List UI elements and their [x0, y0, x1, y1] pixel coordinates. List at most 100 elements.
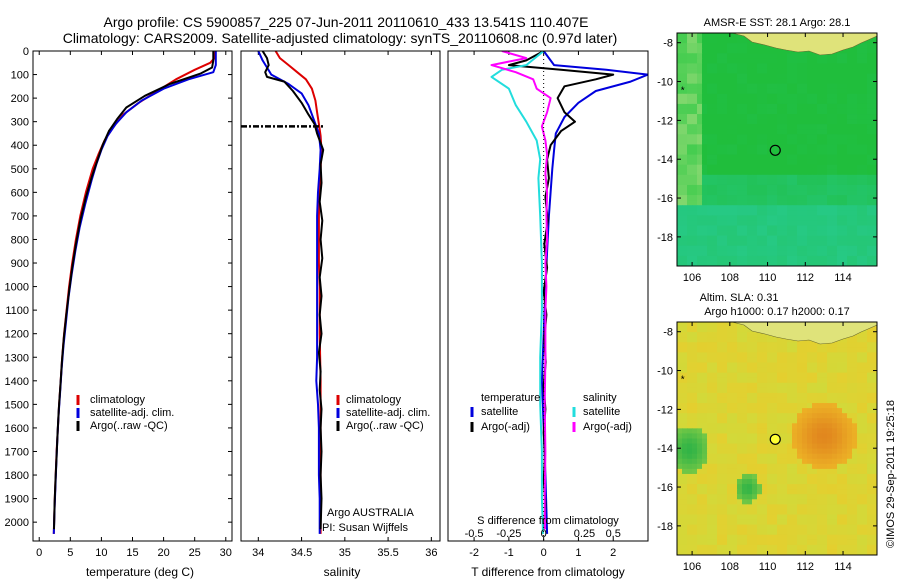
heatmap-cell [757, 255, 763, 262]
heatmap-cell [807, 200, 813, 206]
heatmap-cell [862, 190, 868, 196]
heatmap-cell [842, 397, 848, 404]
heatmap-cell [692, 529, 698, 536]
heatmap-cell [682, 332, 688, 338]
heatmap-cell [722, 397, 728, 404]
heatmap-cell [827, 103, 833, 110]
heatmap-cell [747, 448, 753, 455]
heatmap-cell [832, 63, 838, 70]
heatmap-cell [852, 342, 858, 348]
heatmap-cell [677, 443, 683, 450]
heatmap-cell [812, 453, 818, 460]
heatmap-cell [677, 327, 683, 333]
heatmap-cell [842, 200, 848, 206]
heatmap-cell [852, 544, 858, 551]
heatmap-cell [677, 164, 683, 171]
heatmap-cell [832, 347, 838, 353]
heatmap-cell [807, 119, 813, 125]
heatmap-cell [807, 443, 813, 450]
heatmap-cell [817, 423, 823, 429]
heatmap-cell [687, 473, 693, 480]
heatmap-cell [867, 200, 873, 206]
heatmap-cell [812, 200, 818, 206]
heatmap-cell [812, 164, 818, 171]
heatmap-cell [872, 438, 877, 445]
heatmap-cell [807, 377, 813, 384]
heatmap-cell [742, 377, 748, 384]
heatmap-cell [762, 260, 768, 266]
heatmap-cell [697, 484, 703, 490]
heatmap-cell [847, 342, 853, 348]
heatmap-cell [857, 519, 863, 526]
heatmap-cell [772, 164, 778, 171]
heatmap-cell [747, 408, 753, 414]
legend-title-salinity: salinity [583, 392, 617, 404]
heatmap-cell [857, 88, 863, 95]
heatmap-cell [842, 124, 848, 130]
heatmap-cell [822, 504, 828, 511]
heatmap-cell [772, 53, 778, 59]
heatmap-cell [737, 119, 743, 125]
heatmap-cell [847, 428, 853, 435]
heatmap-cell [737, 48, 743, 54]
heatmap-cell [842, 114, 848, 120]
heatmap-cell [772, 48, 778, 54]
heatmap-cell [807, 514, 813, 521]
heatmap-cell [827, 387, 833, 394]
heatmap-cell [772, 529, 778, 536]
heatmap-cell [742, 327, 748, 333]
heatmap-cell [872, 139, 877, 146]
heatmap-cell [762, 220, 768, 227]
heatmap-cell [742, 93, 748, 100]
heatmap-cell [742, 534, 748, 541]
heatmap-cell [827, 134, 833, 140]
heatmap-cell [692, 413, 698, 419]
heatmap-cell [872, 534, 877, 541]
heatmap-cell [827, 382, 833, 389]
heatmap-cell [712, 33, 718, 39]
heatmap-cell [757, 479, 763, 485]
heatmap-cell [832, 423, 838, 429]
heatmap-cell [742, 245, 748, 252]
heatmap-cell [712, 200, 718, 206]
heatmap-cell [752, 392, 758, 399]
heatmap-cell [707, 352, 713, 359]
lon-tick-label: 112 [797, 561, 815, 573]
heatmap-cell [802, 225, 808, 232]
heatmap-cell [827, 215, 833, 222]
heatmap-cell [837, 519, 843, 526]
heatmap-cell [782, 250, 788, 257]
heatmap-cell [872, 362, 877, 369]
heatmap-cell [827, 240, 833, 247]
heatmap-cell [827, 352, 833, 359]
heatmap-cell [827, 159, 833, 166]
heatmap-cell [837, 58, 843, 64]
heatmap-cell [807, 372, 813, 379]
heatmap-cell [817, 453, 823, 460]
heatmap-cell [752, 58, 758, 64]
heatmap-cell [867, 418, 873, 424]
heatmap-cell [692, 408, 698, 414]
heatmap-cell [752, 418, 758, 424]
heatmap-cell [677, 494, 683, 500]
heatmap-cell [802, 184, 808, 191]
heatmap-cell [862, 458, 868, 465]
heatmap-cell [792, 428, 798, 435]
heatmap-cell [732, 372, 738, 379]
heatmap-cell [697, 73, 703, 80]
heatmap-cell [682, 372, 688, 379]
heatmap-cell [787, 58, 793, 64]
heatmap-cell [857, 68, 863, 75]
heatmap-cell [812, 539, 818, 546]
heatmap-cell [817, 524, 823, 531]
heatmap-cell [857, 174, 863, 181]
heatmap-cell [747, 58, 753, 64]
heatmap-cell [857, 255, 863, 262]
heatmap-cell [782, 93, 788, 100]
heatmap-cell [772, 250, 778, 257]
heatmap-cell [707, 230, 713, 237]
heatmap-cell [802, 423, 808, 429]
heatmap-cell [872, 103, 877, 110]
heatmap-cell [752, 458, 758, 465]
heatmap-cell [702, 403, 708, 409]
